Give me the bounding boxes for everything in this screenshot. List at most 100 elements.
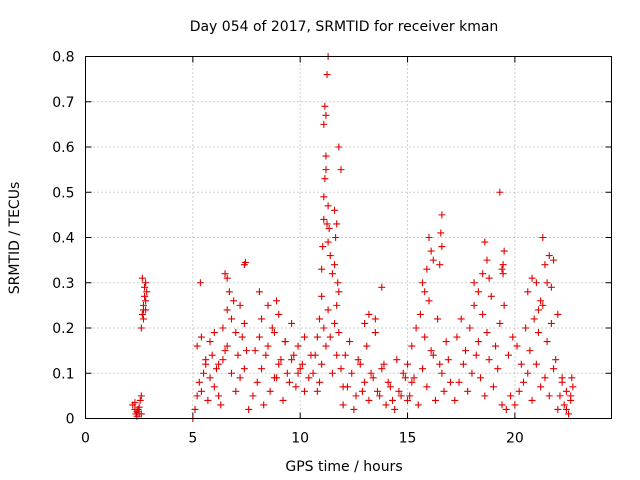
data-point [427, 347, 435, 355]
data-point [361, 319, 369, 327]
data-point [281, 338, 289, 346]
data-point [528, 274, 536, 282]
data-point [142, 297, 150, 305]
data-point [141, 283, 149, 291]
data-point [380, 360, 388, 368]
data-point [255, 333, 263, 341]
data-point [313, 387, 321, 395]
data-point [270, 329, 278, 337]
data-point [543, 338, 551, 346]
data-point [499, 270, 507, 278]
data-point [504, 351, 512, 359]
data-point [425, 297, 433, 305]
data-point [369, 374, 377, 382]
data-point [275, 360, 283, 368]
data-point [139, 306, 147, 314]
data-point [138, 310, 146, 318]
data-point [335, 143, 343, 151]
data-point [324, 202, 332, 210]
data-point [541, 374, 549, 382]
data-point [277, 356, 285, 364]
data-point [294, 342, 302, 350]
data-point [519, 378, 527, 386]
data-point [141, 292, 149, 300]
data-point [200, 369, 208, 377]
data-point [131, 399, 139, 407]
data-point [492, 342, 500, 350]
data-point [560, 401, 568, 409]
data-point [227, 315, 235, 323]
data-point [204, 396, 212, 404]
data-point [517, 360, 525, 368]
data-point [321, 175, 329, 183]
data-point [468, 369, 476, 377]
data-point [481, 238, 489, 246]
data-point [524, 288, 532, 296]
data-point [532, 360, 540, 368]
data-point [232, 329, 240, 337]
y-tick-label: 0.6 [52, 140, 74, 156]
data-point [320, 324, 328, 332]
data-point [391, 405, 399, 413]
data-point [223, 306, 231, 314]
grid-lines [85, 56, 612, 419]
data-point [378, 283, 386, 291]
data-point [446, 378, 454, 386]
data-point [260, 401, 268, 409]
data-point [319, 243, 327, 251]
data-point [138, 274, 146, 282]
data-point [223, 342, 231, 350]
data-point [143, 288, 151, 296]
data-point [376, 392, 384, 400]
data-point [285, 378, 293, 386]
data-point [137, 392, 145, 400]
data-point [318, 292, 326, 300]
data-point [464, 387, 472, 395]
data-point [502, 405, 510, 413]
data-point [470, 279, 478, 287]
data-point [423, 265, 431, 273]
data-point [459, 360, 467, 368]
y-tick-label: 0.4 [52, 231, 74, 247]
data-point [384, 378, 392, 386]
data-point [440, 387, 448, 395]
data-point [483, 256, 491, 264]
data-point [227, 369, 235, 377]
data-point [316, 378, 324, 386]
x-tick-label: 10 [291, 431, 309, 447]
data-point [300, 387, 308, 395]
data-point [444, 356, 452, 364]
data-point [393, 356, 401, 364]
data-point [206, 338, 214, 346]
y-tick-label: 0.1 [52, 366, 74, 382]
data-point [333, 220, 341, 228]
data-point [378, 365, 386, 373]
data-point [535, 306, 543, 314]
data-point [255, 288, 263, 296]
data-point [419, 279, 427, 287]
data-point [558, 374, 566, 382]
data-point [240, 365, 248, 373]
data-point [249, 392, 257, 400]
y-tick-label: 0.2 [52, 321, 74, 337]
data-point [253, 378, 261, 386]
data-point [264, 301, 272, 309]
data-point [316, 315, 324, 323]
data-point [404, 396, 412, 404]
data-point [322, 342, 330, 350]
data-point [337, 166, 345, 174]
data-point [324, 306, 332, 314]
data-point [346, 338, 354, 346]
data-point [321, 102, 329, 110]
data-point [562, 387, 570, 395]
y-tick-label: 0.8 [52, 50, 74, 66]
x-axis-label: GPS time / hours [285, 459, 402, 475]
chart-title: Day 054 of 2017, SRMTID for receiver kma… [190, 19, 499, 35]
data-point [547, 283, 555, 291]
data-point [419, 365, 427, 373]
data-points [129, 53, 577, 422]
data-point [137, 410, 145, 418]
data-point [550, 256, 558, 264]
data-point [197, 333, 205, 341]
data-point [436, 360, 444, 368]
